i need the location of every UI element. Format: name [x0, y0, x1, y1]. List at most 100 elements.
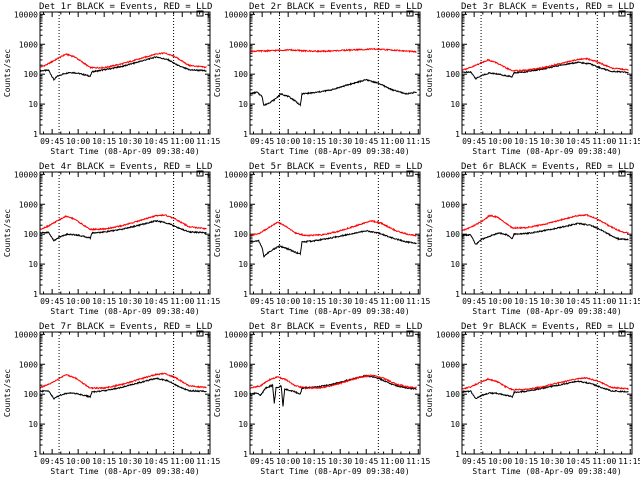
series-lld-line [461, 376, 629, 391]
x-tick-label: 09:45 [462, 137, 486, 146]
x-tick-label: 10:45 [354, 137, 378, 146]
x-tick-label: 11:00 [170, 297, 194, 306]
y-tick-label: 100 [234, 390, 249, 399]
x-tick-label: 10:00 [488, 297, 512, 306]
y-tick-label: 1000 [229, 40, 248, 49]
series-events-line [461, 222, 629, 245]
plot-frame [249, 11, 421, 135]
x-tick-label: 11:15 [196, 137, 220, 146]
panel-2: Det 2r BLACK = Events, RED = LLD 1 10 100 10… [213, 2, 430, 156]
y-tick-label: 1000 [441, 40, 460, 49]
marker-square [196, 10, 204, 17]
x-tick-label: 10:45 [354, 457, 378, 466]
x-tick-label: 10:15 [514, 457, 538, 466]
x-tick-label: 11:00 [592, 457, 616, 466]
plot-frame [39, 11, 211, 135]
y-tick-label: 10000 [436, 10, 460, 19]
y-tick-label: 1 [243, 450, 248, 459]
x-axis-label: Start Time (08-Apr-09 09:38:40) [260, 147, 409, 156]
x-tick-label: 09:45 [250, 137, 274, 146]
y-tick-label: 1 [33, 130, 38, 139]
x-tick-label: 11:15 [618, 297, 640, 306]
panel-title: Det 8r BLACK = Events, RED = LLD [249, 322, 422, 332]
y-tick-label: 1 [455, 450, 460, 459]
x-tick-label: 11:00 [170, 137, 194, 146]
panel-title: Det 5r BLACK = Events, RED = LLD [249, 162, 422, 172]
y-tick-label: 1000 [19, 40, 38, 49]
marker-square [196, 170, 204, 177]
x-tick-label: 11:15 [196, 297, 220, 306]
series-lld-line [39, 51, 207, 70]
x-tick-label: 11:00 [592, 297, 616, 306]
x-tick-label: 09:45 [40, 137, 64, 146]
plot-frame [249, 331, 421, 455]
x-tick-label: 10:15 [302, 137, 326, 146]
y-tick-label: 1000 [229, 360, 248, 369]
panel-title: Det 4r BLACK = Events, RED = LLD [39, 162, 212, 172]
x-tick-label: 10:30 [328, 457, 352, 466]
panel-title: Det 9r BLACK = Events, RED = LLD [461, 322, 634, 332]
y-tick-label: 10000 [436, 170, 460, 179]
x-tick-label: 10:30 [328, 297, 352, 306]
y-tick-label: 1000 [19, 360, 38, 369]
x-tick-label: 09:45 [462, 457, 486, 466]
plot-frame [39, 331, 211, 455]
x-tick-label: 11:00 [592, 137, 616, 146]
y-tick-label: 1 [243, 290, 248, 299]
y-tick-label: 1 [33, 450, 38, 459]
x-tick-label: 10:45 [144, 457, 168, 466]
panel-title: Det 2r BLACK = Events, RED = LLD [249, 2, 422, 12]
y-tick-label: 10 [238, 100, 248, 109]
y-tick-label: 100 [234, 230, 249, 239]
panel-title: Det 6r BLACK = Events, RED = LLD [461, 162, 634, 172]
x-axis-label: Start Time (08-Apr-09 09:38:40) [260, 467, 409, 476]
series-lld-line [39, 213, 207, 231]
plot-frame [249, 171, 421, 295]
x-tick-label: 10:30 [118, 457, 142, 466]
y-axis-label: Counts/sec [425, 209, 434, 257]
x-tick-label: 10:45 [144, 297, 168, 306]
x-axis-label: Start Time (08-Apr-09 09:38:40) [260, 307, 409, 316]
x-tick-label: 10:15 [514, 297, 538, 306]
x-tick-label: 11:15 [196, 457, 220, 466]
panel-3: Det 3r BLACK = Events, RED = LLD 1 10 100 10… [425, 2, 640, 156]
marker-square [618, 170, 626, 177]
series-lld-line [249, 374, 417, 390]
series-events-line [249, 78, 417, 107]
panel-8: Det 8r BLACK = Events, RED = LLD 1 10 100 10… [213, 322, 430, 476]
y-tick-label: 10 [238, 260, 248, 269]
panel-7: Det 7r BLACK = Events, RED = LLD 1 10 100 10… [3, 322, 220, 476]
x-tick-label: 10:30 [328, 137, 352, 146]
x-tick-label: 10:15 [514, 137, 538, 146]
x-tick-label: 10:00 [66, 457, 90, 466]
y-tick-label: 1 [455, 130, 460, 139]
series-events-line [39, 219, 207, 242]
panel-4: Det 4r BLACK = Events, RED = LLD 1 10 100 10… [3, 162, 220, 316]
x-tick-label: 10:00 [276, 457, 300, 466]
series-events-line [249, 374, 417, 407]
x-tick-label: 10:00 [276, 297, 300, 306]
plot-frame [461, 331, 633, 455]
y-axis-label: Counts/sec [3, 209, 12, 257]
y-tick-label: 1 [243, 130, 248, 139]
y-tick-label: 10 [28, 260, 38, 269]
x-tick-label: 10:15 [92, 297, 116, 306]
x-tick-label: 10:00 [66, 137, 90, 146]
y-tick-label: 10000 [14, 10, 38, 19]
marker-square [406, 10, 414, 17]
x-axis-label: Start Time (08-Apr-09 09:38:40) [50, 307, 199, 316]
x-axis-label: Start Time (08-Apr-09 09:38:40) [472, 147, 621, 156]
x-tick-label: 11:00 [170, 457, 194, 466]
series-events-line [461, 61, 629, 80]
marker-square [406, 170, 414, 177]
x-tick-label: 09:45 [250, 457, 274, 466]
y-tick-label: 10000 [436, 330, 460, 339]
x-axis-label: Start Time (08-Apr-09 09:38:40) [472, 307, 621, 316]
x-tick-label: 09:45 [40, 297, 64, 306]
y-tick-label: 10 [450, 420, 460, 429]
y-tick-label: 100 [446, 390, 461, 399]
series-events-line [461, 380, 629, 400]
x-tick-label: 10:45 [566, 137, 590, 146]
series-events-line [249, 229, 417, 258]
